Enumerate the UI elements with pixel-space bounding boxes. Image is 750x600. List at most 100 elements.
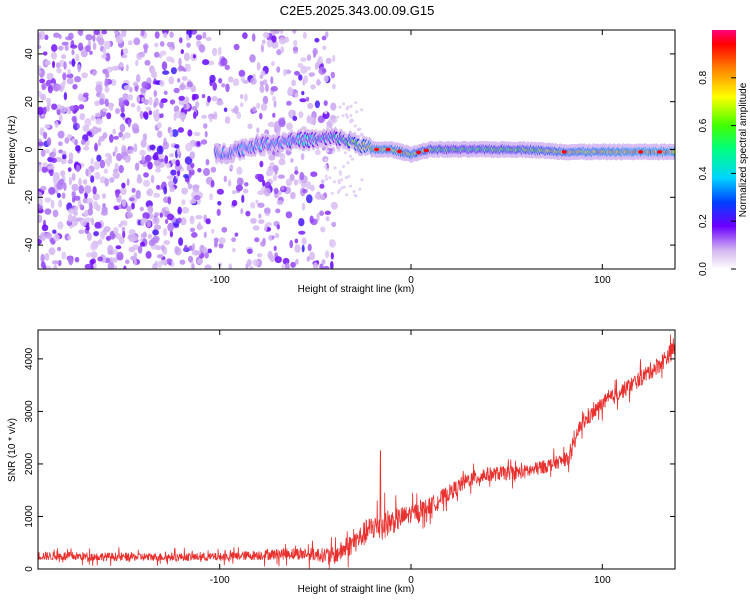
spectrogram-cell [185,142,193,152]
spectrogram-cell [114,30,120,35]
spectrogram-cell [346,161,350,165]
spectrogram-cell [118,63,124,68]
spectrogram-cell [182,206,190,214]
spectrogram-cell [238,69,246,77]
spectrogram-cell [324,158,328,162]
spectrogram-cell [112,171,120,179]
spectrogram-cell [231,190,237,195]
spectrogram-cell [40,185,47,191]
spectrogram-cell [167,196,172,205]
spectrogram-cell [123,99,130,106]
spectrogram-panel: -100 0 100 -40 -20 0 20 40 Height of straight … [7,29,676,295]
spectrogram-cell [316,212,320,222]
spectrogram-cell [338,188,342,192]
spectrogram-cell [349,120,353,124]
spectrogram-cell [110,78,117,86]
spectrogram-cell [151,68,156,77]
spectrogram-cell [330,201,338,210]
spectrogram-cell [309,72,314,78]
spectrogram-cell [235,184,243,192]
spectrogram-cell [197,221,202,231]
spectrogram-cell [126,178,130,186]
spectrogram-cell [58,178,65,185]
spectrogram-cell [114,146,118,154]
spectrogram-cell [336,190,340,194]
spectrogram-cell [46,72,54,81]
spectrogram-cell [301,237,307,245]
spectrogram-cell [294,166,299,172]
spectrogram-cell [245,263,249,269]
spectrogram-cell [209,74,216,83]
spectrogram-cell [38,238,42,245]
spectrogram-cell [133,252,138,258]
spectrogram-cell [342,165,345,169]
spectrogram-cell [152,264,158,269]
spectrogram-cell [66,73,74,79]
spectrogram-cell [188,169,192,179]
spectrogram-cell [102,203,106,208]
spectrogram-cell [128,246,136,253]
spectrogram-cell [58,45,64,51]
spectrogram-cell [266,39,273,48]
spectrogram-cell [201,114,207,119]
spectrogram-cell [186,42,191,48]
spectrogram-cell [291,79,296,87]
x-tick-label: 100 [594,275,611,286]
spectrogram-cell [44,253,50,261]
spectrogram-cell [193,194,201,201]
spectrogram-cell [310,84,316,90]
spectrogram-cell [297,63,304,68]
spectrogram-cell [286,122,293,131]
spectrogram-cell [71,183,79,192]
spectrogram-cell [191,263,195,269]
spectrogram-cell [211,96,218,102]
spectrogram-cell [89,50,93,55]
spectrogram-cell [347,175,351,178]
spectrogram-cell [141,155,145,164]
spectrogram-cell [244,93,248,102]
spectrogram-cell [68,257,74,266]
spectrogram-cell [210,166,217,173]
spectrogram-cell [125,259,130,265]
spectrogram-cell [306,194,313,204]
spectrogram-cell [171,41,175,50]
spectrogram-cell [136,177,143,184]
spectrogram-cell [300,65,308,74]
spectrogram-cell [115,108,120,114]
spectrogram-cell [141,97,145,103]
spectrogram-cell [60,157,67,165]
spectrogram-cell [133,37,141,46]
spectrogram-cell [322,265,330,269]
spectrogram-cell [159,50,167,56]
spectrogram-cell [142,231,147,238]
spectrogram-cell [330,252,334,260]
spectrogram-cell [95,118,103,125]
spectrogram-cell [51,157,57,164]
spectrogram-cell [320,226,326,233]
spectrogram-cell [243,188,249,194]
spectrogram-cell [39,232,47,241]
spectrogram-cell [274,232,280,239]
spectrogram-cell [279,30,284,35]
spectrogram-cell [298,218,305,227]
spectrogram-cell [229,164,234,170]
spectrogram-cell [78,30,84,37]
spectrogram-cell [232,78,240,87]
spectrogram-cell [354,101,358,105]
spectrogram-cell [306,66,311,71]
spectrogram-cell [218,237,226,245]
spectrogram-cell [259,160,264,168]
spectrogram-cell [38,70,42,75]
spectrogram-cell [154,42,159,48]
spectrogram-cell [322,111,330,119]
spectrogram-cell [321,35,327,41]
spectrogram-cell [200,246,208,252]
spectrogram-cell [330,71,335,79]
spectrogram-cell [127,118,131,128]
spectrogram-x-label: Height of straight line (km) [298,284,415,295]
spectrogram-cell [298,111,304,119]
spectrogram-cell [324,165,328,169]
spectrogram-cell [140,87,147,93]
spectrogram-cell [152,216,160,225]
spectrogram-cell [43,131,48,140]
